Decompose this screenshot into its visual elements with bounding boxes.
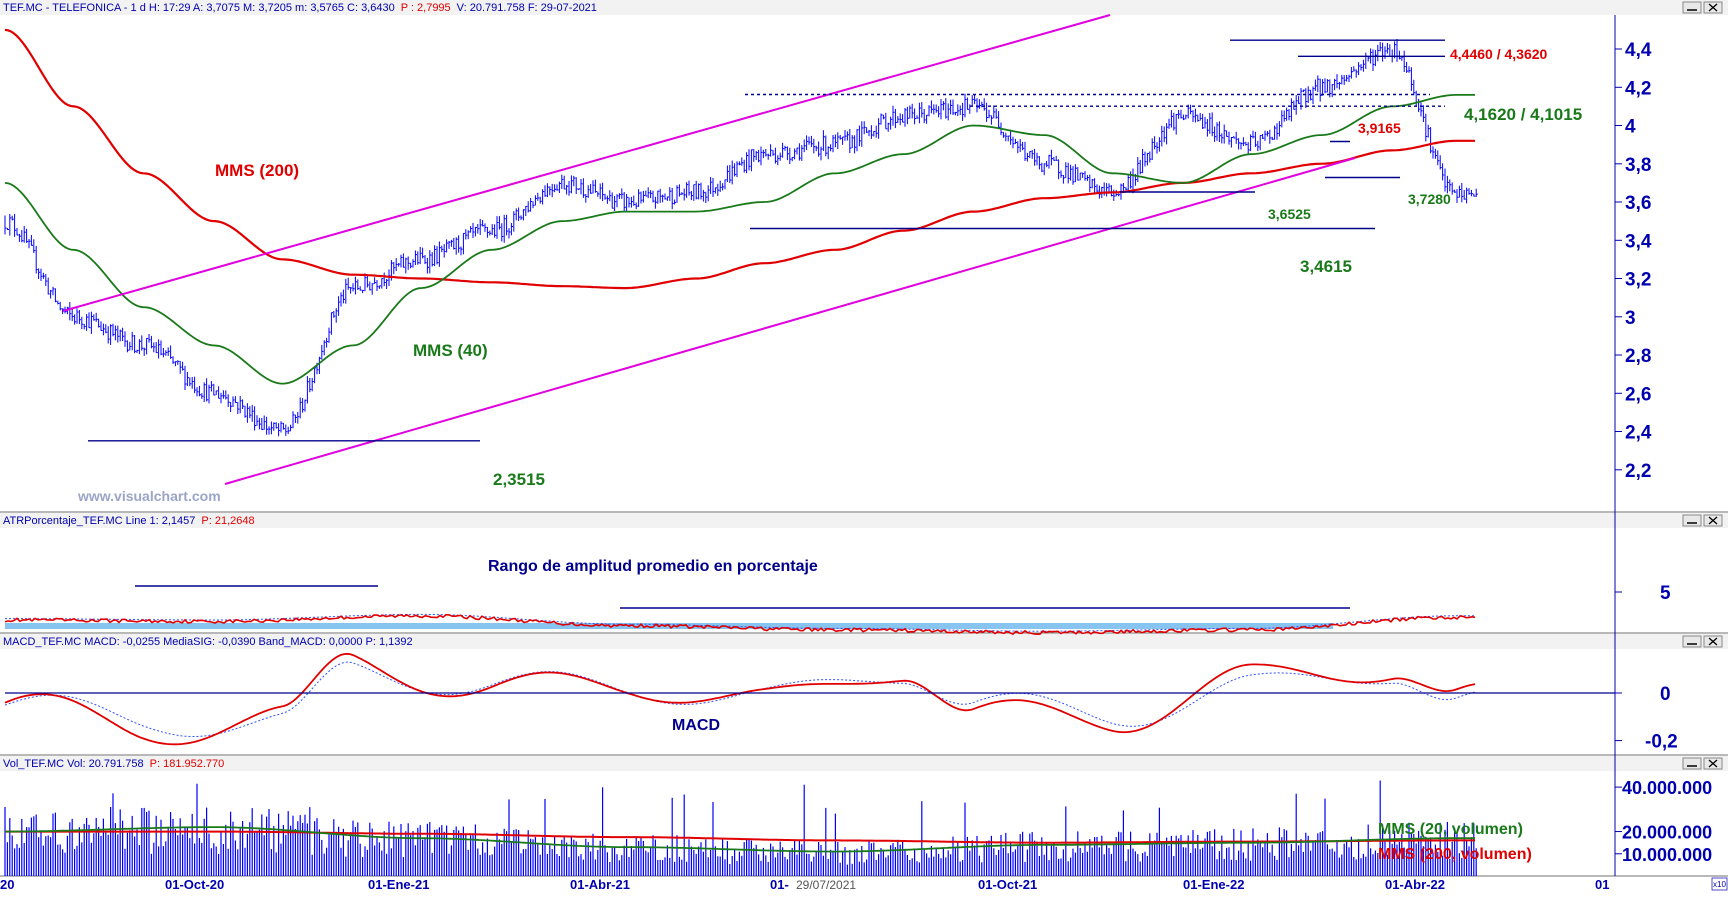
macd-panel-controls xyxy=(1682,635,1723,648)
price-panel-header xyxy=(0,0,1728,15)
volume-legend-ma200: MMS (200, volumen) xyxy=(1378,846,1532,863)
volume-panel-header xyxy=(0,756,1728,771)
x-axis-labels: 20 01-Oct-20 01-Ene-21 01-Abr-21 01- 01-Oct-2… xyxy=(0,877,1609,892)
level-label-3-9165: 3,9165 xyxy=(1358,120,1401,136)
x-axis-label: 01-Abr-22 xyxy=(1385,877,1445,892)
minimize-icon[interactable] xyxy=(1682,635,1702,648)
y-axis-ticks: 4,4 4,2 4 3,8 3,6 3,4 3,2 3 2,8 2,6 2,4 2,2 5 0 -0,2 40… xyxy=(1615,40,1712,865)
price-panel-header-text: TEF.MC - TELEFONICA - 1 d H: 17:29 A: 3,… xyxy=(3,2,597,14)
volume-bars xyxy=(4,780,1477,876)
minimize-icon[interactable] xyxy=(1682,514,1702,527)
y-tick-label: 3,2 xyxy=(1625,270,1651,291)
y-tick-label: 4,4 xyxy=(1625,40,1652,61)
channel-upper-line xyxy=(62,14,1111,312)
macd-signal-line xyxy=(4,661,1476,737)
level-label-2-3515: 2,3515 xyxy=(493,470,545,489)
y-tick-label: 40.000.000 xyxy=(1622,778,1712,798)
level-lines xyxy=(5,14,1615,694)
y-tick-label: 2,8 xyxy=(1625,346,1651,367)
x-axis-label: 01-Oct-20 xyxy=(165,877,224,892)
x-axis-date-badge xyxy=(790,877,870,891)
y-tick-label: 2,2 xyxy=(1625,461,1651,482)
mms200-line xyxy=(4,28,1475,290)
y-tick-label: 4 xyxy=(1625,117,1636,138)
volume-panel-header-text: Vol_TEF.MC Vol: 20.791.758 P: 181.952.770 xyxy=(3,758,224,770)
atr-panel-header-text: ATRPorcentaje_TEF.MC Line 1: 2,1457 P: 21… xyxy=(3,515,255,527)
atr-title: Rango de amplitud promedio en porcentaje xyxy=(488,558,818,575)
level-label-3-4615: 3,4615 xyxy=(1300,257,1352,276)
price-bars xyxy=(4,39,1478,437)
x-axis-date-label: 29/07/2021 xyxy=(796,878,856,892)
y-tick-label: -0,2 xyxy=(1645,732,1678,753)
volume-mms200-line xyxy=(5,830,1475,844)
y-tick-label: 10.000.000 xyxy=(1622,845,1712,865)
x-axis-label: 01-Ene-21 xyxy=(368,877,429,892)
macd-title: MACD xyxy=(672,717,720,734)
x-axis-label: 01- xyxy=(770,877,789,892)
macd-panel-header-text: MACD_TEF.MC MACD: -0,0255 MediaSIG: -0,0… xyxy=(3,636,413,648)
y-tick-label: 2,4 xyxy=(1625,423,1652,444)
volume-panel-controls xyxy=(1682,757,1723,770)
atr-signal-line xyxy=(5,613,1475,632)
y-tick-label: 3,8 xyxy=(1625,155,1651,176)
x-axis-label: 20 xyxy=(0,877,14,892)
x-scale-badge xyxy=(1711,877,1728,891)
y-tick-label: 20.000.000 xyxy=(1622,823,1712,843)
x-axis-label: 01-Abr-21 xyxy=(570,877,630,892)
watermark: www.visualchart.com xyxy=(77,488,221,504)
y-tick-label: 3 xyxy=(1625,308,1636,329)
x-scale-badge-text: x10 xyxy=(1713,880,1726,889)
y-tick-label: 4,2 xyxy=(1625,78,1651,99)
minimize-icon[interactable] xyxy=(1682,1,1702,14)
level-label-3-6525: 3,6525 xyxy=(1268,206,1311,222)
x-axis-label: 01-Ene-22 xyxy=(1183,877,1244,892)
atr-panel-header xyxy=(0,513,1728,528)
y-tick-label: 5 xyxy=(1660,583,1671,604)
level-label-4-4460: 4,4460 / 4,3620 xyxy=(1450,46,1548,62)
x-axis-label: 01 xyxy=(1595,877,1609,892)
volume-mms20-line xyxy=(5,826,1475,853)
macd-panel-header xyxy=(0,634,1728,649)
minimize-icon[interactable] xyxy=(1682,757,1702,770)
y-tick-label: 3,4 xyxy=(1625,231,1652,252)
atr-panel-controls xyxy=(1682,514,1723,527)
mms40-line xyxy=(4,94,1475,385)
channel-lower-line xyxy=(224,157,1356,485)
y-tick-label: 3,6 xyxy=(1625,193,1651,214)
level-label-4-1620: 4,1620 / 4,1015 xyxy=(1464,105,1582,124)
price-panel-controls xyxy=(1682,1,1723,14)
y-tick-label: 2,6 xyxy=(1625,384,1651,405)
volume-legend-ma20: MMS (20, volumen) xyxy=(1378,821,1523,838)
y-tick-label: 0 xyxy=(1660,684,1671,705)
mms200-annotation: MMS (200) xyxy=(215,161,299,180)
x-axis-label: 01-Oct-21 xyxy=(978,877,1037,892)
mms40-annotation: MMS (40) xyxy=(413,341,488,360)
atr-line xyxy=(4,613,1476,636)
level-label-3-7280: 3,7280 xyxy=(1408,191,1451,207)
